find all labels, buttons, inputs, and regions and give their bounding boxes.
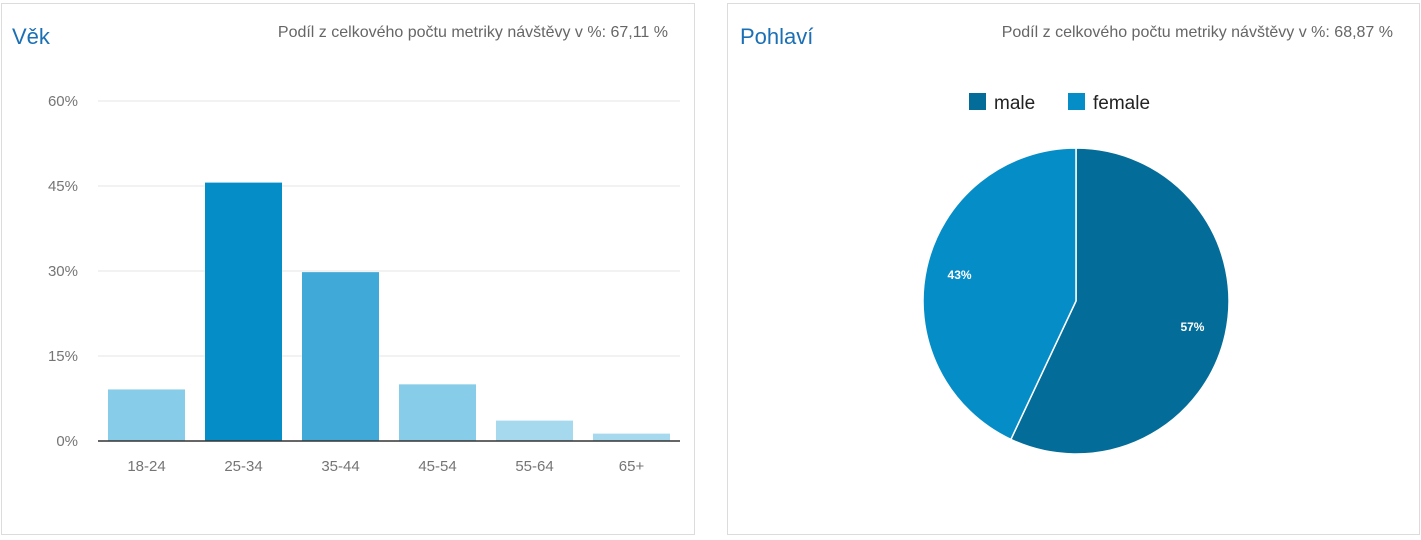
gender-panel: Pohlaví Podíl z celkového počtu metriky …	[727, 3, 1420, 535]
bar-35-44[interactable]	[302, 272, 379, 441]
age-panel-subtitle: Podíl z celkového počtu metriky návštěvy…	[277, 24, 668, 41]
bar-55-64[interactable]	[496, 420, 573, 441]
y-tick-label: 15%	[48, 348, 78, 365]
gender-pie-chart: male female 57% 43%	[922, 93, 1230, 455]
y-tick-label: 0%	[56, 433, 78, 450]
x-tick-label: 35-44	[321, 458, 359, 475]
pie-slice-male[interactable]	[1009, 147, 1230, 455]
pie-slice-label: 43%	[948, 268, 972, 282]
legend-swatch-male	[969, 93, 986, 110]
y-tick-label: 60%	[48, 93, 78, 110]
y-tick-label: 30%	[48, 263, 78, 280]
x-tick-label: 65+	[619, 458, 645, 475]
legend-label-male: male	[994, 93, 1035, 114]
age-bar-chart: 0% 15% 30% 45% 60% 18-24 25-34 35-44 45-54 55-64 6…	[48, 93, 680, 475]
x-tick-label: 45-54	[418, 458, 456, 475]
pie-slice-female[interactable]	[922, 147, 1077, 441]
x-tick-label: 55-64	[515, 458, 553, 475]
bar-18-24[interactable]	[108, 389, 185, 441]
legend-label-female: female	[1093, 93, 1150, 114]
bar-65+[interactable]	[593, 433, 670, 441]
bar-25-34[interactable]	[205, 182, 282, 441]
bar-45-54[interactable]	[399, 384, 476, 441]
age-panel: Věk Podíl z celkového počtu metriky návš…	[1, 3, 695, 535]
legend-swatch-female	[1068, 93, 1085, 110]
gender-panel-title: Pohlaví	[740, 24, 814, 49]
gender-panel-subtitle: Podíl z celkového počtu metriky návštěvy…	[1001, 24, 1393, 41]
age-panel-title: Věk	[12, 24, 50, 49]
pie-legend: male female	[969, 93, 1150, 114]
y-tick-label: 45%	[48, 178, 78, 195]
x-tick-label: 25-34	[224, 458, 262, 475]
pie-slice-label: 57%	[1180, 320, 1204, 334]
x-tick-label: 18-24	[127, 458, 165, 475]
